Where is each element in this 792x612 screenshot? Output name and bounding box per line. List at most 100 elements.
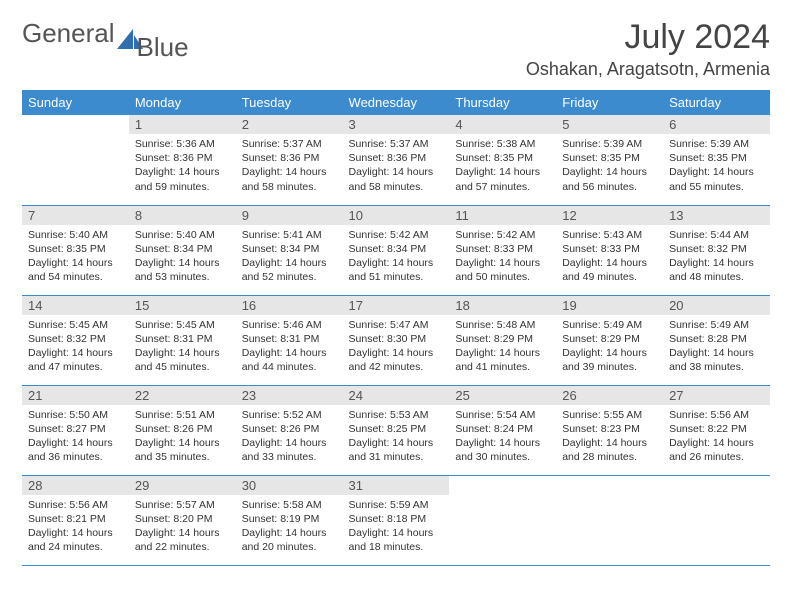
day-details: Sunrise: 5:58 AMSunset: 8:19 PMDaylight:… [236, 495, 343, 559]
day-number: 7 [22, 206, 129, 225]
day-cell: 5Sunrise: 5:39 AMSunset: 8:35 PMDaylight… [556, 115, 663, 205]
day-number: 31 [343, 476, 450, 495]
day-details: Sunrise: 5:46 AMSunset: 8:31 PMDaylight:… [236, 315, 343, 379]
day-cell: 7Sunrise: 5:40 AMSunset: 8:35 PMDaylight… [22, 205, 129, 295]
day-number: 18 [449, 296, 556, 315]
calendar-body: 1Sunrise: 5:36 AMSunset: 8:36 PMDaylight… [22, 115, 770, 565]
day-cell: 29Sunrise: 5:57 AMSunset: 8:20 PMDayligh… [129, 475, 236, 565]
location-text: Oshakan, Aragatsotn, Armenia [526, 59, 770, 80]
day-details: Sunrise: 5:45 AMSunset: 8:31 PMDaylight:… [129, 315, 236, 379]
day-header: Sunday [22, 90, 129, 115]
day-number: 24 [343, 386, 450, 405]
day-number: 15 [129, 296, 236, 315]
day-number: 28 [22, 476, 129, 495]
day-cell: 13Sunrise: 5:44 AMSunset: 8:32 PMDayligh… [663, 205, 770, 295]
day-cell: 25Sunrise: 5:54 AMSunset: 8:24 PMDayligh… [449, 385, 556, 475]
day-details: Sunrise: 5:41 AMSunset: 8:34 PMDaylight:… [236, 225, 343, 289]
day-number [556, 476, 663, 480]
day-cell: 26Sunrise: 5:55 AMSunset: 8:23 PMDayligh… [556, 385, 663, 475]
day-number [663, 476, 770, 480]
day-cell [663, 475, 770, 565]
day-cell: 8Sunrise: 5:40 AMSunset: 8:34 PMDaylight… [129, 205, 236, 295]
day-cell: 19Sunrise: 5:49 AMSunset: 8:29 PMDayligh… [556, 295, 663, 385]
day-header: Monday [129, 90, 236, 115]
day-cell: 24Sunrise: 5:53 AMSunset: 8:25 PMDayligh… [343, 385, 450, 475]
day-cell: 3Sunrise: 5:37 AMSunset: 8:36 PMDaylight… [343, 115, 450, 205]
day-number: 22 [129, 386, 236, 405]
day-number: 2 [236, 115, 343, 134]
day-number: 23 [236, 386, 343, 405]
day-number: 9 [236, 206, 343, 225]
day-number: 11 [449, 206, 556, 225]
day-details: Sunrise: 5:50 AMSunset: 8:27 PMDaylight:… [22, 405, 129, 469]
day-details: Sunrise: 5:36 AMSunset: 8:36 PMDaylight:… [129, 134, 236, 198]
title-block: July 2024 Oshakan, Aragatsotn, Armenia [526, 18, 770, 80]
day-number: 27 [663, 386, 770, 405]
day-header-row: SundayMondayTuesdayWednesdayThursdayFrid… [22, 90, 770, 115]
day-number: 29 [129, 476, 236, 495]
day-number: 21 [22, 386, 129, 405]
day-details: Sunrise: 5:40 AMSunset: 8:34 PMDaylight:… [129, 225, 236, 289]
day-number: 1 [129, 115, 236, 134]
day-number: 3 [343, 115, 450, 134]
day-cell [22, 115, 129, 205]
day-number: 8 [129, 206, 236, 225]
day-header: Tuesday [236, 90, 343, 115]
day-header: Wednesday [343, 90, 450, 115]
day-cell: 15Sunrise: 5:45 AMSunset: 8:31 PMDayligh… [129, 295, 236, 385]
day-number: 4 [449, 115, 556, 134]
day-details: Sunrise: 5:39 AMSunset: 8:35 PMDaylight:… [556, 134, 663, 198]
day-details: Sunrise: 5:39 AMSunset: 8:35 PMDaylight:… [663, 134, 770, 198]
day-cell: 6Sunrise: 5:39 AMSunset: 8:35 PMDaylight… [663, 115, 770, 205]
day-header: Friday [556, 90, 663, 115]
day-number: 25 [449, 386, 556, 405]
day-cell: 21Sunrise: 5:50 AMSunset: 8:27 PMDayligh… [22, 385, 129, 475]
day-number: 19 [556, 296, 663, 315]
day-cell: 16Sunrise: 5:46 AMSunset: 8:31 PMDayligh… [236, 295, 343, 385]
day-details: Sunrise: 5:59 AMSunset: 8:18 PMDaylight:… [343, 495, 450, 559]
calendar-table: SundayMondayTuesdayWednesdayThursdayFrid… [22, 90, 770, 566]
day-number: 13 [663, 206, 770, 225]
day-number [449, 476, 556, 480]
day-details: Sunrise: 5:42 AMSunset: 8:33 PMDaylight:… [449, 225, 556, 289]
logo-word2: Blue [137, 32, 189, 63]
day-number [22, 115, 129, 119]
day-details: Sunrise: 5:56 AMSunset: 8:21 PMDaylight:… [22, 495, 129, 559]
day-cell: 27Sunrise: 5:56 AMSunset: 8:22 PMDayligh… [663, 385, 770, 475]
day-number: 20 [663, 296, 770, 315]
day-details: Sunrise: 5:40 AMSunset: 8:35 PMDaylight:… [22, 225, 129, 289]
month-title: July 2024 [526, 18, 770, 57]
day-number: 17 [343, 296, 450, 315]
day-details: Sunrise: 5:38 AMSunset: 8:35 PMDaylight:… [449, 134, 556, 198]
day-cell: 12Sunrise: 5:43 AMSunset: 8:33 PMDayligh… [556, 205, 663, 295]
week-row: 1Sunrise: 5:36 AMSunset: 8:36 PMDaylight… [22, 115, 770, 205]
week-row: 21Sunrise: 5:50 AMSunset: 8:27 PMDayligh… [22, 385, 770, 475]
day-cell: 9Sunrise: 5:41 AMSunset: 8:34 PMDaylight… [236, 205, 343, 295]
day-cell: 20Sunrise: 5:49 AMSunset: 8:28 PMDayligh… [663, 295, 770, 385]
day-cell: 23Sunrise: 5:52 AMSunset: 8:26 PMDayligh… [236, 385, 343, 475]
day-details: Sunrise: 5:47 AMSunset: 8:30 PMDaylight:… [343, 315, 450, 379]
day-number: 14 [22, 296, 129, 315]
day-details: Sunrise: 5:52 AMSunset: 8:26 PMDaylight:… [236, 405, 343, 469]
day-details: Sunrise: 5:43 AMSunset: 8:33 PMDaylight:… [556, 225, 663, 289]
day-details: Sunrise: 5:37 AMSunset: 8:36 PMDaylight:… [343, 134, 450, 198]
day-details: Sunrise: 5:45 AMSunset: 8:32 PMDaylight:… [22, 315, 129, 379]
day-cell [449, 475, 556, 565]
day-cell: 18Sunrise: 5:48 AMSunset: 8:29 PMDayligh… [449, 295, 556, 385]
day-details: Sunrise: 5:44 AMSunset: 8:32 PMDaylight:… [663, 225, 770, 289]
day-cell: 22Sunrise: 5:51 AMSunset: 8:26 PMDayligh… [129, 385, 236, 475]
day-header: Saturday [663, 90, 770, 115]
day-cell: 28Sunrise: 5:56 AMSunset: 8:21 PMDayligh… [22, 475, 129, 565]
day-cell: 11Sunrise: 5:42 AMSunset: 8:33 PMDayligh… [449, 205, 556, 295]
day-cell: 30Sunrise: 5:58 AMSunset: 8:19 PMDayligh… [236, 475, 343, 565]
day-details: Sunrise: 5:55 AMSunset: 8:23 PMDaylight:… [556, 405, 663, 469]
day-cell: 2Sunrise: 5:37 AMSunset: 8:36 PMDaylight… [236, 115, 343, 205]
day-header: Thursday [449, 90, 556, 115]
day-cell [556, 475, 663, 565]
day-cell: 31Sunrise: 5:59 AMSunset: 8:18 PMDayligh… [343, 475, 450, 565]
day-details: Sunrise: 5:56 AMSunset: 8:22 PMDaylight:… [663, 405, 770, 469]
day-details: Sunrise: 5:54 AMSunset: 8:24 PMDaylight:… [449, 405, 556, 469]
day-cell: 14Sunrise: 5:45 AMSunset: 8:32 PMDayligh… [22, 295, 129, 385]
day-cell: 17Sunrise: 5:47 AMSunset: 8:30 PMDayligh… [343, 295, 450, 385]
header: General Blue July 2024 Oshakan, Aragatso… [22, 18, 770, 80]
